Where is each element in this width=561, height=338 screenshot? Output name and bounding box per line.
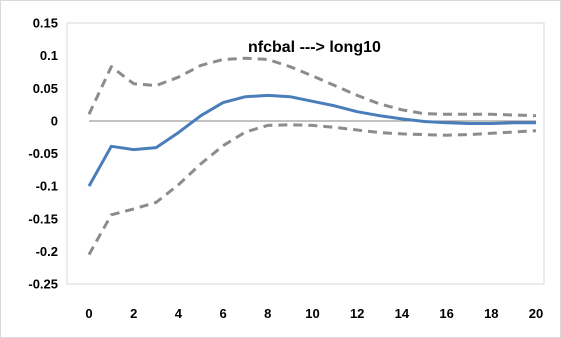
y-tick-label: -0.2: [36, 244, 58, 259]
y-tick-label: -0.25: [28, 277, 58, 292]
y-tick-label: -0.1: [36, 179, 58, 194]
x-tick-label: 10: [305, 306, 319, 321]
y-tick-label: -0.05: [28, 146, 58, 161]
x-tick-label: 18: [484, 306, 498, 321]
y-tick-label: 0: [51, 113, 58, 128]
x-tick-label: 14: [395, 306, 410, 321]
x-tick-label: 6: [219, 306, 226, 321]
x-tick-label: 4: [175, 306, 183, 321]
chart-title: nfcbal ---> long10: [248, 39, 381, 56]
series-line-lower-band: [87, 123, 537, 256]
y-tick-label: 0.15: [33, 16, 58, 31]
series-line-estimate: [87, 93, 536, 187]
y-tick-labels: 0.15 0.1 0.05 0 -0.05 -0.1 -0.15 -0.2 -0.25: [28, 16, 58, 292]
y-tick-label: 0.1: [40, 48, 58, 63]
x-tick-label: 16: [439, 306, 453, 321]
y-tick-label: -0.15: [28, 211, 58, 226]
y-tick-label: 0.05: [33, 81, 58, 96]
x-tick-labels: 0 2 4 6 8 10 12 14 16 18 20: [85, 306, 543, 321]
series-line-upper-band: [87, 56, 537, 118]
x-tick-label: 2: [130, 306, 137, 321]
x-tick-label: 0: [85, 306, 92, 321]
x-tick-label: 20: [529, 306, 543, 321]
x-tick-label: 8: [264, 306, 271, 321]
x-tick-label: 12: [350, 306, 364, 321]
series-lines: [87, 56, 537, 256]
plot-area: [66, 22, 545, 285]
